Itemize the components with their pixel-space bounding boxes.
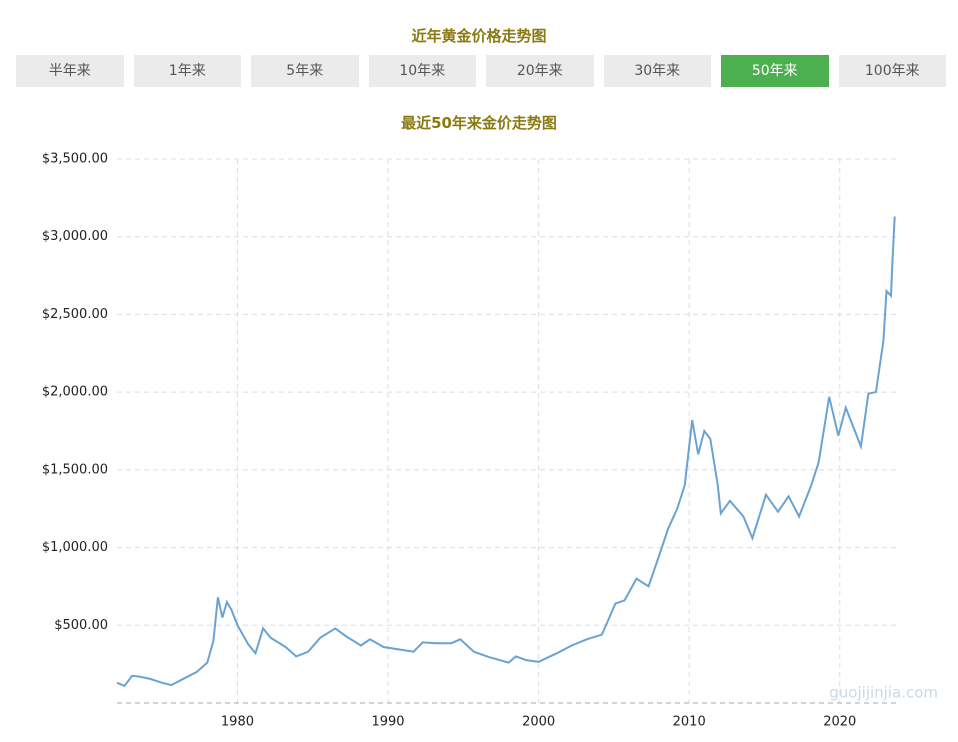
y-tick-label: $3,000.00	[42, 229, 108, 244]
y-tick-label: $500.00	[54, 618, 108, 633]
tab[interactable]: 1年来	[133, 55, 241, 87]
x-tick-label: 2020	[823, 715, 856, 730]
tab[interactable]: 30年来	[603, 55, 711, 87]
x-tick-label: 1980	[221, 715, 254, 730]
chart-title: 最近50年来金价走势图	[401, 114, 557, 132]
x-tick-label: 2000	[522, 715, 555, 730]
tab[interactable]: 100年来	[838, 55, 946, 87]
tab[interactable]: 半年来	[16, 55, 124, 87]
price-line	[116, 216, 896, 688]
y-tick-label: $3,500.00	[42, 152, 108, 167]
page-title: 近年黄金价格走势图	[411, 27, 547, 45]
y-tick-label: $2,500.00	[42, 307, 108, 322]
y-tick-label: $1,000.00	[42, 540, 108, 555]
tab-bar: 半年来 1年来 5年来 10年来 20年来 30年来 50年来 100年来	[16, 55, 946, 87]
x-tick-label: 2010	[673, 715, 706, 730]
x-tick-label: 1990	[371, 715, 404, 730]
watermark: guojijinjia.com	[829, 684, 938, 702]
y-tick-label: $2,000.00	[42, 385, 108, 400]
tab[interactable]: 5年来	[251, 55, 359, 87]
tab[interactable]: 10年来	[368, 55, 476, 87]
y-tick-label: $1,500.00	[42, 462, 108, 477]
tab[interactable]: 20年来	[486, 55, 594, 87]
tab[interactable]: 50年来	[721, 55, 829, 87]
